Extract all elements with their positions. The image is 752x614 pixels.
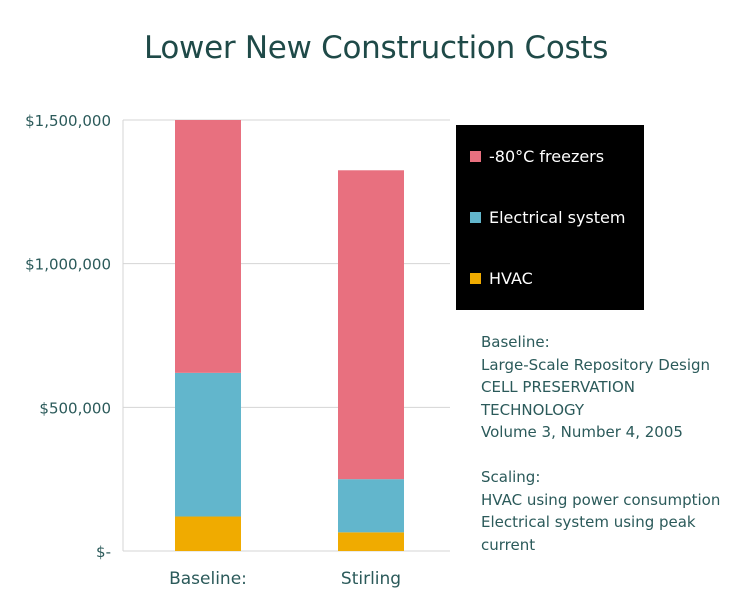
bar-segment-electrical-system bbox=[338, 479, 404, 533]
legend-swatch-electrical bbox=[470, 212, 481, 223]
y-tick-label: $- bbox=[96, 543, 111, 561]
y-tick-label: $1,000,000 bbox=[25, 256, 111, 274]
legend-label-electrical: Electrical system bbox=[489, 208, 626, 227]
bar-segment-80-c-freezers bbox=[338, 170, 404, 480]
chart-title: Lower New Construction Costs bbox=[143, 30, 609, 66]
note-line: current bbox=[481, 535, 536, 554]
legend-label-hvac: HVAC bbox=[489, 269, 533, 288]
note-line: Baseline: bbox=[481, 333, 550, 351]
note-line: Large-Scale Repository Design bbox=[481, 355, 711, 374]
note-line: TECHNOLOGY bbox=[481, 400, 585, 419]
note-line: Electrical system using peak bbox=[481, 513, 696, 531]
bar-segment-80-c-freezers bbox=[175, 120, 241, 373]
legend-item-hvac: HVAC bbox=[470, 269, 533, 288]
y-tick-label: $500,000 bbox=[39, 399, 111, 417]
note-line: CELL PRESERVATION bbox=[481, 378, 635, 396]
legend-label-freezers: -80°C freezers bbox=[489, 147, 605, 166]
note-line: Scaling: bbox=[481, 468, 541, 486]
source-notes: Baseline: Large-Scale Repository Design … bbox=[481, 331, 751, 556]
x-axis-ticks: Baseline: Stirling bbox=[169, 569, 401, 589]
note-line: HVAC using power consumption bbox=[481, 490, 721, 509]
y-axis-ticks: $- $500,000 $1,000,000 $1,500,000 bbox=[25, 112, 111, 561]
legend-swatch-hvac bbox=[470, 273, 481, 284]
note-line: Volume 3, Number 4, 2005 bbox=[481, 423, 683, 441]
legend-item-electrical: Electrical system bbox=[470, 208, 625, 227]
note-spacer bbox=[481, 444, 751, 467]
legend-swatch-freezers bbox=[470, 151, 481, 162]
legend: -80°C freezers Electrical system HVAC bbox=[456, 125, 644, 310]
bar-segment-electrical-system bbox=[175, 372, 241, 517]
x-tick-label: Baseline: bbox=[169, 569, 247, 589]
legend-item-freezers: -80°C freezers bbox=[470, 147, 604, 166]
y-tick-label: $1,500,000 bbox=[25, 112, 111, 130]
bar-segment-hvac bbox=[175, 516, 241, 551]
bars bbox=[175, 120, 404, 551]
x-tick-label: Stirling bbox=[341, 569, 401, 589]
bar-segment-hvac bbox=[338, 532, 404, 551]
